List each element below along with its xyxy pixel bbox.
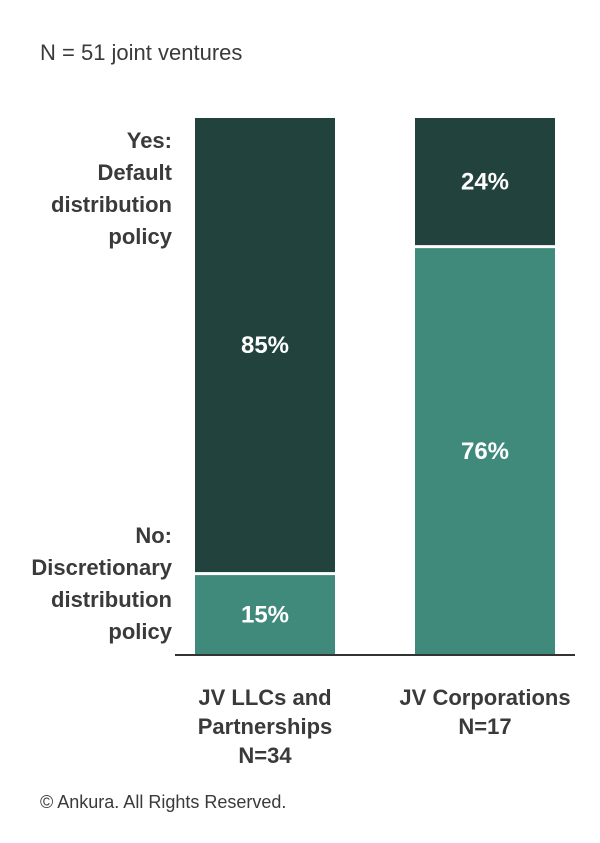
category-labels: JV LLCs and Partnerships N=34 JV Corporatio… bbox=[198, 685, 571, 768]
copyright-footer: © Ankura. All Rights Reserved. bbox=[40, 792, 286, 812]
bar-segment-yes-1 bbox=[415, 118, 555, 246]
legend-line: policy bbox=[108, 619, 172, 644]
legend-line: distribution bbox=[51, 192, 172, 217]
category-label-0: JV LLCs and Partnerships N=34 bbox=[198, 685, 333, 768]
legend-line: No: bbox=[135, 523, 172, 548]
data-label-no-0: 15% bbox=[241, 602, 289, 629]
bars-group: 15% 85% 76% 24% bbox=[195, 118, 555, 654]
bar-segment-no-0 bbox=[195, 575, 335, 654]
category-line: JV LLCs and bbox=[198, 685, 331, 710]
data-label-yes-0: 85% bbox=[241, 332, 289, 359]
bar-segment-yes-0 bbox=[195, 118, 335, 573]
data-label-yes-1: 24% bbox=[461, 169, 509, 196]
legend-label-yes: Yes: Default distribution policy bbox=[51, 128, 173, 249]
segment-legend: No: Discretionary distribution policy Yes: De… bbox=[31, 128, 172, 644]
legend-line: distribution bbox=[51, 587, 172, 612]
legend-line: policy bbox=[108, 224, 172, 249]
legend-line: Discretionary bbox=[31, 555, 172, 580]
category-line: Partnerships bbox=[198, 714, 333, 739]
category-line: N=17 bbox=[458, 714, 511, 739]
category-line: JV Corporations bbox=[399, 685, 570, 710]
category-line: N=34 bbox=[238, 743, 292, 768]
bar-segment-no-1 bbox=[415, 248, 555, 654]
data-label-no-1: 76% bbox=[461, 438, 509, 465]
legend-line: Default bbox=[97, 160, 172, 185]
legend-line: Yes: bbox=[127, 128, 172, 153]
sample-size-note: N = 51 joint ventures bbox=[40, 40, 242, 65]
category-label-1: JV Corporations N=17 bbox=[399, 685, 570, 739]
legend-label-no: No: Discretionary distribution policy bbox=[31, 523, 172, 644]
